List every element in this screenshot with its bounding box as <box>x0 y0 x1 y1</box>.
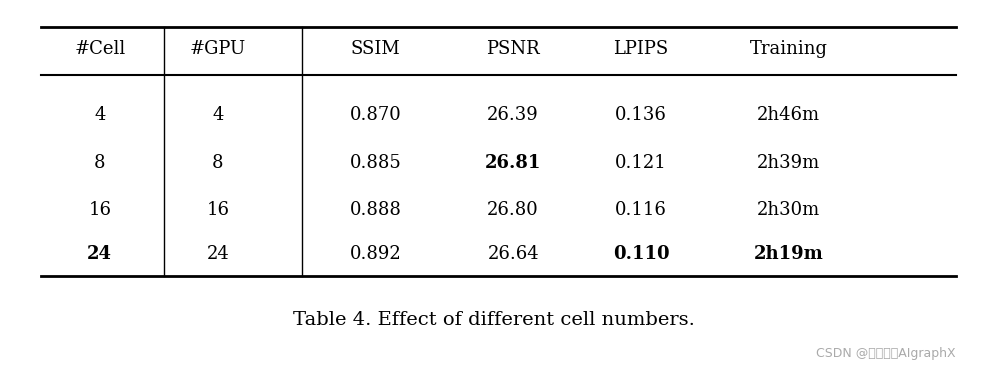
Text: Table 4. Effect of different cell numbers.: Table 4. Effect of different cell number… <box>292 311 694 329</box>
Text: 0.136: 0.136 <box>614 106 667 124</box>
Text: SSIM: SSIM <box>350 40 400 58</box>
Text: 26.81: 26.81 <box>484 154 541 172</box>
Text: CSDN @深圳季连AIgraphX: CSDN @深圳季连AIgraphX <box>815 347 955 360</box>
Text: 16: 16 <box>206 201 229 219</box>
Text: 0.116: 0.116 <box>614 201 667 219</box>
Text: 2h46m: 2h46m <box>756 106 819 124</box>
Text: 8: 8 <box>212 154 224 172</box>
Text: 4: 4 <box>94 106 106 124</box>
Text: 0.892: 0.892 <box>349 245 401 263</box>
Text: 0.110: 0.110 <box>612 245 669 263</box>
Text: 2h30m: 2h30m <box>756 201 819 219</box>
Text: 0.885: 0.885 <box>349 154 401 172</box>
Text: 0.121: 0.121 <box>614 154 667 172</box>
Text: 2h19m: 2h19m <box>753 245 822 263</box>
Text: 16: 16 <box>88 201 111 219</box>
Text: Training: Training <box>749 40 827 58</box>
Text: 24: 24 <box>87 245 112 263</box>
Text: 26.39: 26.39 <box>487 106 538 124</box>
Text: LPIPS: LPIPS <box>613 40 669 58</box>
Text: 26.64: 26.64 <box>487 245 538 263</box>
Text: #Cell: #Cell <box>74 40 125 58</box>
Text: PSNR: PSNR <box>486 40 539 58</box>
Text: 0.888: 0.888 <box>349 201 401 219</box>
Text: 24: 24 <box>206 245 229 263</box>
Text: 0.870: 0.870 <box>349 106 401 124</box>
Text: 26.80: 26.80 <box>487 201 538 219</box>
Text: 2h39m: 2h39m <box>756 154 819 172</box>
Text: 4: 4 <box>212 106 224 124</box>
Text: #GPU: #GPU <box>189 40 246 58</box>
Text: 8: 8 <box>94 154 106 172</box>
